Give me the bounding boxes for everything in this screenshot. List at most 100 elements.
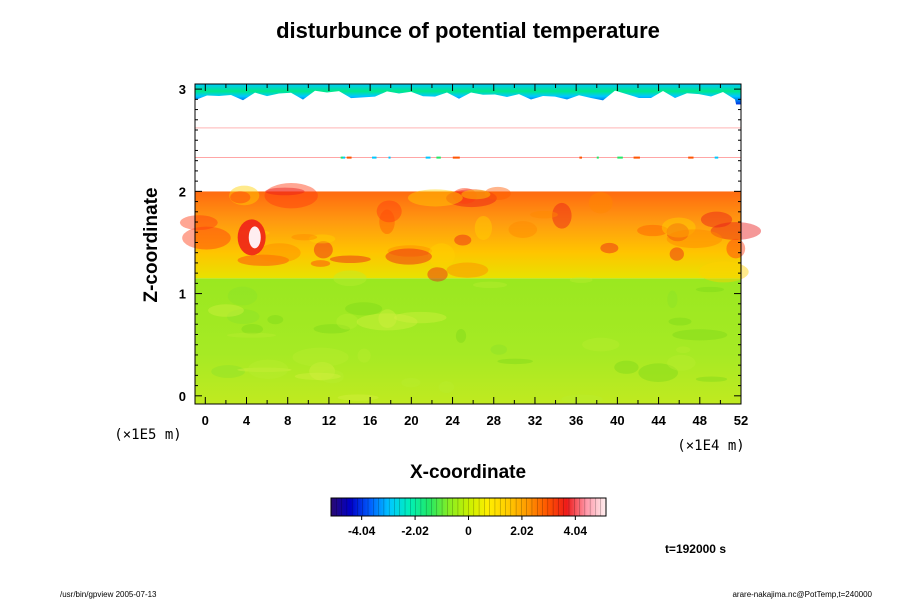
layer-lower (195, 278, 741, 404)
x-tick-label: 48 (693, 413, 707, 428)
texture-blob-low (561, 394, 603, 404)
y-tick-label: 0 (179, 389, 186, 404)
texture-blob-mid (726, 238, 746, 259)
texture-blob-mid (379, 209, 395, 235)
x-tick-label: 16 (363, 413, 377, 428)
texture-blob-low (667, 290, 678, 309)
texture-blob-mid (588, 192, 613, 214)
upper-layer-speck (633, 156, 640, 159)
texture-blob-low (582, 337, 620, 352)
texture-blob-mid (329, 255, 371, 264)
x-tick-label: 52 (734, 413, 748, 428)
x-tick-label: 44 (651, 413, 666, 428)
upper-layer-speck (388, 156, 391, 159)
texture-blob-mid (666, 223, 689, 242)
upper-layer-speck (452, 156, 460, 159)
texture-blob-low (309, 362, 336, 381)
upper-layer-speck (688, 156, 694, 159)
x-tick-label: 40 (610, 413, 624, 428)
texture-blob-low (695, 286, 725, 293)
texture-blob-low (211, 365, 245, 378)
texture-blob-low (675, 346, 691, 354)
upper-layer-speck (372, 156, 377, 159)
texture-blob-mid (552, 202, 572, 229)
texture-blob-low (356, 313, 418, 331)
texture-blob-low (614, 360, 639, 374)
y-tick-label: 3 (179, 82, 186, 97)
texture-blob-low (320, 369, 344, 384)
texture-blob-mid (310, 260, 331, 267)
texture-blob-low (226, 309, 260, 325)
texture-blob-mid (291, 233, 318, 241)
colorbar-tick-label: -2.02 (401, 524, 429, 538)
x-tick-label: 28 (487, 413, 501, 428)
texture-blob-mid (484, 186, 511, 201)
texture-blob-low (394, 311, 447, 324)
layer-middle (195, 191, 741, 279)
texture-blob-low (667, 354, 696, 371)
texture-blob-mid (474, 215, 493, 240)
texture-blob-low (455, 328, 467, 343)
texture-blob-low (237, 367, 292, 373)
y-tick-label: 1 (179, 287, 186, 302)
top-band-edge (195, 90, 741, 127)
texture-blob-low (226, 332, 277, 338)
texture-blob-mid (710, 222, 762, 240)
x-tick-label: 20 (404, 413, 418, 428)
x-tick-label: 0 (202, 413, 209, 428)
colorbar-ticks: -4.04 -2.02 0 2.02 4.04 (330, 498, 607, 538)
upper-layer-speck (596, 156, 599, 159)
texture-blob-mid (237, 254, 290, 266)
texture-blob-mid (182, 226, 231, 250)
texture-blob-mid (407, 189, 463, 207)
x-tick-label: 12 (322, 413, 336, 428)
colorbar-tick-label: 0 (465, 524, 472, 538)
upper-layer-speck (340, 156, 343, 159)
texture-blob-mid (179, 215, 218, 231)
upper-layer-speck (346, 156, 352, 159)
y-tick-label: 2 (179, 184, 186, 199)
upper-layer-speck (714, 156, 719, 159)
texture-blob-low (294, 372, 341, 380)
texture-blob-low (378, 309, 397, 328)
texture-blob-low (227, 286, 258, 306)
y-axis-title: Z-coordinate (141, 187, 162, 302)
plot-area (179, 83, 762, 405)
texture-blob-mid (265, 187, 305, 196)
colorbar-tick-label: 2.02 (510, 524, 534, 538)
texture-blob-mid (600, 242, 619, 254)
texture-blob-mid (313, 241, 333, 259)
texture-blob-mid (461, 189, 491, 200)
texture-blob-low (695, 376, 728, 382)
texture-blob-mid (669, 247, 684, 261)
texture-blob-low (473, 281, 508, 289)
upper-layer-speck (579, 156, 582, 159)
texture-blob-low (672, 329, 728, 341)
texture-blob-low (638, 363, 679, 383)
texture-blob-low (401, 377, 421, 388)
x-tick-label: 24 (445, 413, 460, 428)
texture-blob-low (337, 394, 379, 401)
x-axis-title: X-coordinate (410, 462, 526, 483)
time-label: t=192000 s (665, 542, 726, 556)
texture-blob-low (247, 359, 289, 380)
x-tick-label: 36 (569, 413, 583, 428)
texture-blob-mid (385, 248, 432, 265)
field-texture (179, 90, 762, 404)
texture-blob-mid (452, 187, 477, 204)
footer-right: arare-nakajima.nc@PotTemp,t=240000 (732, 590, 872, 599)
texture-blob-low (490, 344, 508, 355)
texture-blob-mid (376, 200, 402, 223)
colorbar-tick-label: -4.04 (348, 524, 376, 538)
texture-blob-low (267, 315, 284, 325)
x-tick-label: 4 (243, 413, 251, 428)
colorbar: -4.04 -2.02 0 2.02 4.04 (330, 497, 607, 538)
colorbar-tick-label: 4.04 (564, 524, 588, 538)
texture-blob-mid (229, 185, 260, 206)
texture-blob-low (668, 317, 692, 326)
texture-blob-low (241, 324, 264, 335)
texture-blob-mid (428, 243, 455, 268)
x-tick-label: 32 (528, 413, 542, 428)
upper-layer-speck (425, 156, 431, 159)
